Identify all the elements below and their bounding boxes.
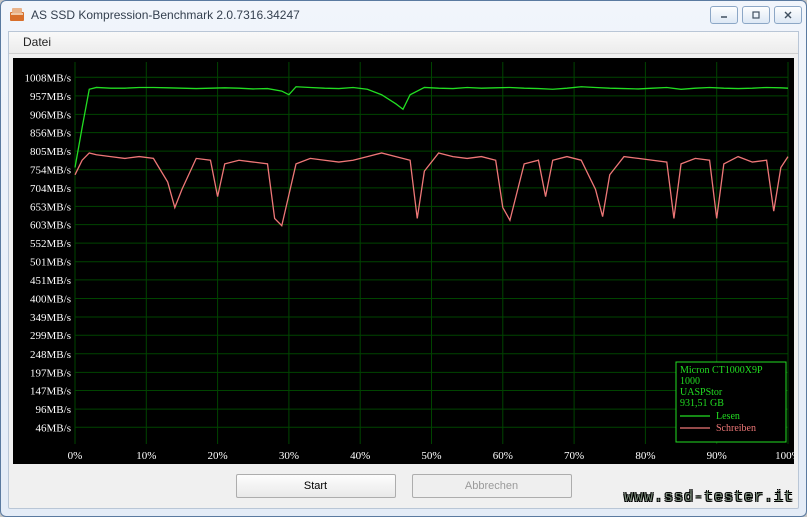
- svg-text:147MB/s: 147MB/s: [30, 386, 71, 398]
- svg-text:70%: 70%: [564, 450, 584, 462]
- app-icon: [9, 7, 25, 23]
- svg-text:754MB/s: 754MB/s: [30, 165, 71, 177]
- svg-text:Micron CT1000X9P: Micron CT1000X9P: [680, 365, 763, 376]
- svg-text:552MB/s: 552MB/s: [30, 238, 71, 250]
- svg-text:299MB/s: 299MB/s: [30, 330, 71, 342]
- svg-text:40%: 40%: [350, 450, 370, 462]
- svg-text:46MB/s: 46MB/s: [36, 422, 71, 434]
- svg-text:60%: 60%: [493, 450, 513, 462]
- svg-text:50%: 50%: [421, 450, 441, 462]
- menubar: Datei: [9, 32, 798, 54]
- svg-text:80%: 80%: [635, 450, 655, 462]
- svg-text:704MB/s: 704MB/s: [30, 183, 71, 195]
- svg-text:1008MB/s: 1008MB/s: [25, 72, 71, 84]
- svg-text:96MB/s: 96MB/s: [36, 404, 71, 416]
- svg-text:349MB/s: 349MB/s: [30, 312, 71, 324]
- svg-text:805MB/s: 805MB/s: [30, 146, 71, 158]
- titlebar: AS SSD Kompression-Benchmark 2.0.7316.34…: [1, 1, 806, 29]
- svg-text:10%: 10%: [136, 450, 156, 462]
- svg-text:248MB/s: 248MB/s: [30, 349, 71, 361]
- svg-text:100%: 100%: [775, 450, 794, 462]
- cancel-button[interactable]: Abbrechen: [412, 474, 572, 498]
- svg-text:20%: 20%: [208, 450, 228, 462]
- svg-text:1000: 1000: [680, 376, 700, 387]
- svg-text:Schreiben: Schreiben: [716, 423, 756, 434]
- close-button[interactable]: [774, 6, 802, 24]
- svg-text:197MB/s: 197MB/s: [30, 367, 71, 379]
- window-controls: [710, 6, 802, 24]
- svg-text:653MB/s: 653MB/s: [30, 201, 71, 213]
- svg-text:931,51 GB: 931,51 GB: [680, 398, 724, 409]
- svg-text:30%: 30%: [279, 450, 299, 462]
- svg-text:90%: 90%: [707, 450, 727, 462]
- svg-text:906MB/s: 906MB/s: [30, 109, 71, 121]
- menu-file[interactable]: Datei: [17, 33, 57, 51]
- svg-text:UASPStor: UASPStor: [680, 387, 723, 398]
- svg-text:0%: 0%: [68, 450, 83, 462]
- svg-text:856MB/s: 856MB/s: [30, 128, 71, 140]
- svg-text:451MB/s: 451MB/s: [30, 275, 71, 287]
- button-row: Start Abbrechen: [9, 470, 798, 502]
- svg-text:Lesen: Lesen: [716, 411, 740, 422]
- svg-text:501MB/s: 501MB/s: [30, 257, 71, 269]
- maximize-button[interactable]: [742, 6, 770, 24]
- client-area: Datei 46MB/s 96MB/s 147MB/s 197MB/s 248MB/s 2…: [8, 31, 799, 509]
- svg-text:400MB/s: 400MB/s: [30, 293, 71, 305]
- compression-chart: 46MB/s 96MB/s 147MB/s 197MB/s 248MB/s 299MB/s…: [13, 58, 794, 464]
- start-button[interactable]: Start: [236, 474, 396, 498]
- svg-text:603MB/s: 603MB/s: [30, 220, 71, 232]
- window-title: AS SSD Kompression-Benchmark 2.0.7316.34…: [31, 8, 710, 22]
- minimize-button[interactable]: [710, 6, 738, 24]
- app-window: AS SSD Kompression-Benchmark 2.0.7316.34…: [0, 0, 807, 517]
- svg-text:957MB/s: 957MB/s: [30, 91, 71, 103]
